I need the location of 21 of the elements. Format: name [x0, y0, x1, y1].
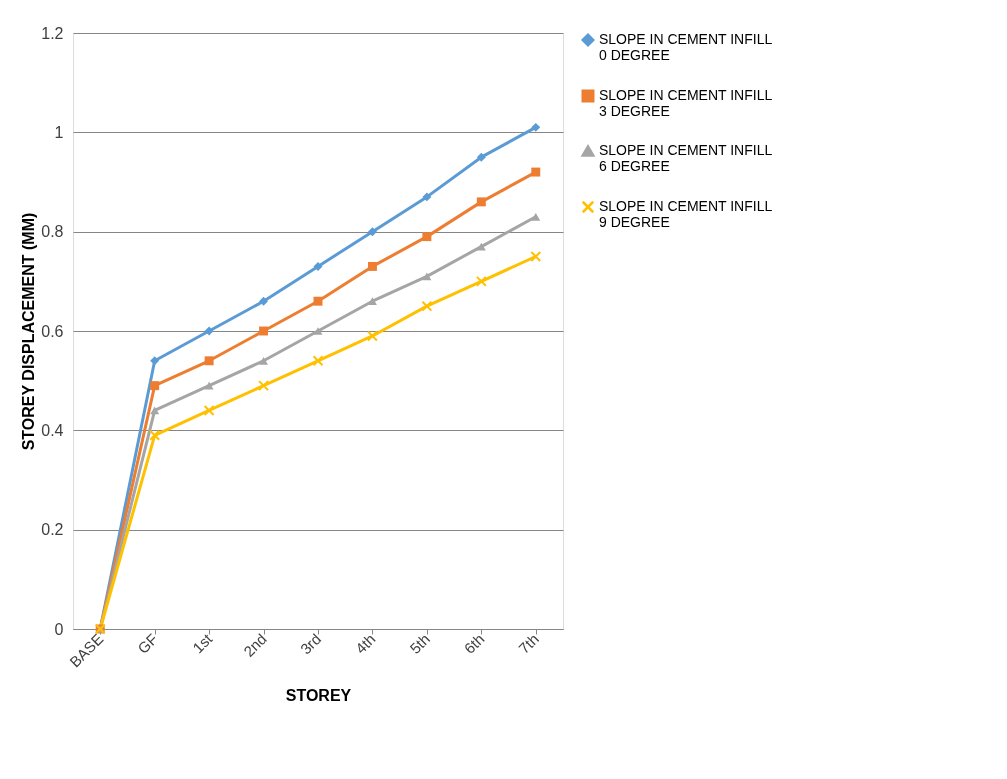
- x-tick-label: 3rd: [296, 630, 325, 658]
- y-tick-label: 0.6: [41, 322, 64, 340]
- y-tick-label: 1: [54, 123, 64, 141]
- x-tick-label: 2nd: [239, 630, 270, 660]
- y-axis-title: STOREY DISPLACEMENT (MM): [20, 212, 38, 451]
- legend-label: SLOPE IN CEMENT INFILL 9 DEGREE: [599, 198, 773, 230]
- x-axis-title: STOREY: [285, 687, 352, 705]
- legend-label: SLOPE IN CEMENT INFILL 3 DEGREE: [599, 87, 773, 119]
- y-tick-label: 0: [54, 620, 64, 638]
- y-tick-label: 0.2: [41, 521, 64, 539]
- y-tick-label: 1.2: [41, 24, 64, 42]
- x-tick-label: 7th: [515, 630, 542, 657]
- legend-label: SLOPE IN CEMENT INFILL 0 DEGREE: [599, 31, 773, 63]
- legend-label: SLOPE IN CEMENT INFILL 6 DEGREE: [599, 142, 773, 174]
- y-tick-label: 0.8: [41, 223, 64, 241]
- y-tick-label: 0.4: [41, 421, 64, 439]
- x-tick-label: 5th: [406, 630, 434, 657]
- x-tick-label: 1st: [189, 629, 216, 657]
- x-tick-label: 6th: [460, 630, 488, 657]
- x-tick-label: GF: [134, 630, 161, 657]
- x-tick-label: 4th: [351, 630, 379, 657]
